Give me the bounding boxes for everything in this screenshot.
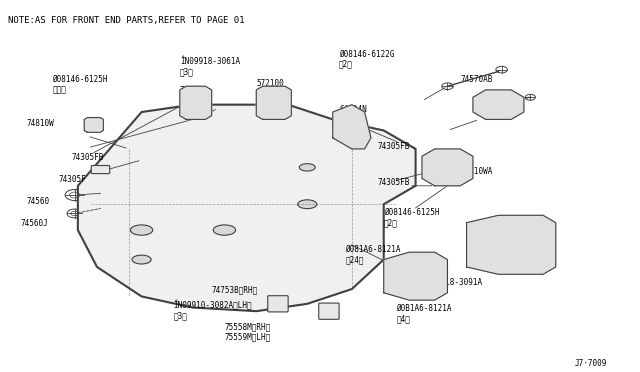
Text: 74810WA: 74810WA [460,167,493,176]
Text: ÎN09910-3082A（LH）
（3）: ÎN09910-3082A（LH） （3） [173,300,252,321]
Text: NOTE:AS FOR FRONT END PARTS,REFER TO PAGE 01: NOTE:AS FOR FRONT END PARTS,REFER TO PAG… [8,16,244,25]
Text: 74840U: 74840U [473,105,500,114]
Text: 74305FB: 74305FB [72,153,104,161]
Text: 74305F: 74305F [59,175,86,184]
Polygon shape [422,149,473,186]
PathPatch shape [78,105,415,311]
Polygon shape [333,105,371,149]
Text: 74560J: 74560J [20,219,48,228]
Text: 74570AB: 74570AB [460,75,493,84]
Text: ÎN09918-3061A
（3）: ÎN09918-3061A （3） [180,57,240,76]
Text: 74305FB: 74305FB [378,179,410,187]
Polygon shape [256,86,291,119]
Text: 74560: 74560 [27,197,50,206]
FancyBboxPatch shape [268,296,288,312]
Text: 572100: 572100 [256,79,284,88]
FancyBboxPatch shape [319,303,339,319]
FancyBboxPatch shape [92,166,109,174]
Text: 64824N: 64824N [339,105,367,114]
Text: Ø081A6-8121A
（24）: Ø081A6-8121A （24） [346,245,401,264]
Polygon shape [473,90,524,119]
Ellipse shape [132,255,151,264]
Text: 74305FB: 74305FB [378,141,410,151]
Text: Ø08146-6125H
（１）: Ø08146-6125H （１） [52,75,108,94]
Ellipse shape [298,200,317,209]
Ellipse shape [213,225,236,235]
Ellipse shape [300,164,316,171]
Text: 74810W: 74810W [27,119,54,128]
Text: 75558M（RH）
75559M（LH）: 75558M（RH） 75559M（LH） [225,322,271,341]
Text: Ø08146-6122G
（2）: Ø08146-6122G （2） [339,49,395,69]
Text: 74753B（RH）: 74753B（RH） [212,285,258,294]
Polygon shape [180,86,212,119]
Polygon shape [84,118,103,132]
Text: 75520U: 75520U [180,86,207,95]
Text: Ø0B1A6-8121A
（4）: Ø0B1A6-8121A （4） [396,304,452,323]
Polygon shape [467,215,556,274]
Text: Ø08146-6125H
（2）: Ø08146-6125H （2） [384,208,439,227]
Text: J7·7009: J7·7009 [575,359,607,368]
Text: ÎN09918-3091A
（4）: ÎN09918-3091A （4） [422,278,482,297]
Polygon shape [384,252,447,300]
Ellipse shape [131,225,153,235]
Text: 76708P（RH）
76709P（LH）: 76708P（RH） 76709P（LH） [492,234,538,253]
